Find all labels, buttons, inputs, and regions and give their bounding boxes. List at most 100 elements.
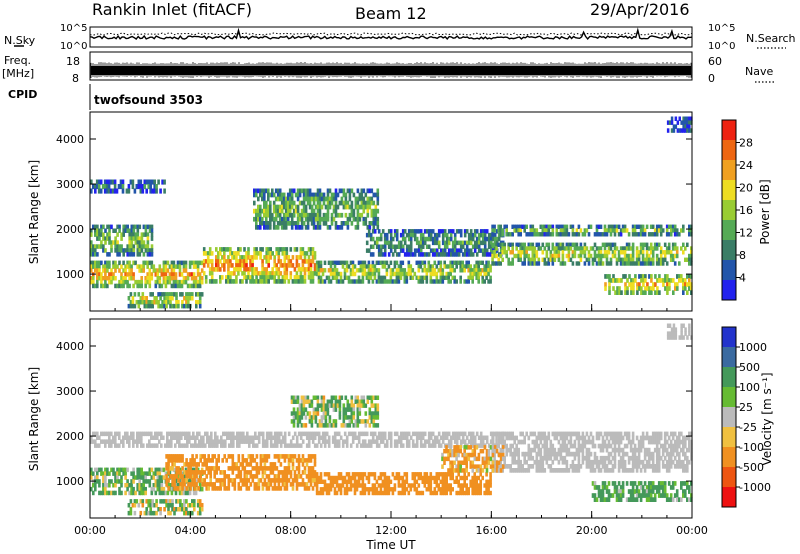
range-cell	[493, 464, 496, 469]
range-cell	[170, 272, 174, 277]
range-cell	[376, 188, 380, 194]
range-cell	[643, 242, 647, 247]
range-cell	[187, 503, 190, 508]
range-cell	[557, 232, 561, 237]
range-cell	[407, 260, 411, 265]
range-cell	[365, 232, 369, 238]
range-cell	[148, 283, 152, 289]
range-cell	[130, 276, 133, 281]
range-cell	[595, 261, 599, 266]
range-cell	[261, 263, 264, 268]
range-cell	[475, 268, 478, 273]
range-cell	[457, 260, 460, 265]
range-cell	[284, 225, 288, 230]
range-cell	[615, 257, 619, 262]
range-cell	[255, 247, 258, 252]
range-cell	[597, 464, 601, 469]
range-cell	[645, 459, 649, 465]
range-cell	[106, 431, 109, 437]
range-cell	[525, 451, 528, 457]
range-cell	[653, 242, 657, 247]
range-cell	[313, 267, 317, 272]
range-cell	[569, 435, 573, 441]
range-cell	[104, 272, 107, 277]
range-cell	[372, 208, 376, 214]
range-cell	[682, 443, 685, 449]
range-cell	[269, 212, 272, 218]
range-cell	[267, 271, 270, 276]
range-cell	[286, 200, 290, 206]
range-cell	[631, 447, 635, 453]
range-cell	[671, 447, 675, 453]
range-cell	[561, 253, 565, 259]
range-cell	[174, 490, 178, 496]
range-cell	[172, 260, 176, 266]
range-cell	[152, 443, 155, 448]
range-cell	[106, 490, 109, 496]
range-cell	[397, 240, 401, 246]
range-cell	[369, 443, 373, 448]
range-cell	[205, 458, 208, 463]
range-cell	[655, 455, 659, 461]
range-cell	[274, 208, 278, 214]
range-cell	[168, 264, 172, 269]
range-cell	[166, 276, 170, 281]
range-cell	[621, 435, 625, 441]
range-cell	[417, 248, 421, 253]
range-cell	[370, 200, 374, 206]
range-cell	[96, 276, 99, 281]
range-cell	[531, 242, 535, 247]
range-cell	[533, 431, 537, 437]
range-cell	[509, 435, 512, 441]
range-cell	[665, 431, 669, 437]
range-cell	[639, 228, 643, 233]
range-cell	[633, 464, 637, 469]
range-cell	[670, 120, 674, 125]
range-cell	[579, 250, 583, 255]
range-cell	[655, 246, 659, 251]
range-cell	[203, 478, 206, 483]
range-cell	[621, 459, 625, 465]
range-cell	[451, 264, 454, 269]
range-cell	[324, 212, 328, 218]
range-cell	[367, 439, 371, 444]
range-cell	[690, 246, 693, 251]
range-cell	[563, 447, 567, 453]
range-cell	[443, 248, 447, 253]
range-cell	[210, 267, 214, 272]
range-cell	[190, 435, 193, 440]
range-cell	[620, 290, 623, 295]
range-cell	[323, 279, 327, 284]
range-cell	[284, 200, 288, 206]
range-cell	[684, 468, 687, 473]
range-cell	[94, 248, 97, 253]
range-cell	[573, 468, 577, 473]
range-cell	[227, 466, 231, 471]
range-cell	[138, 279, 141, 285]
range-cell	[179, 486, 182, 491]
range-cell	[136, 483, 139, 488]
range-cell	[513, 459, 516, 465]
range-cell	[559, 261, 563, 266]
range-cell	[341, 279, 345, 284]
range-cell	[287, 279, 291, 284]
range-cell	[154, 272, 158, 277]
range-cell	[238, 435, 241, 440]
range-cell	[212, 443, 215, 448]
range-cell	[547, 257, 551, 262]
range-cell	[423, 443, 427, 448]
range-cell	[196, 283, 200, 289]
range-cell	[187, 292, 190, 297]
range-cell	[126, 479, 129, 484]
range-cell	[179, 454, 182, 459]
range-cell	[92, 248, 95, 253]
range-cell	[587, 257, 591, 262]
range-cell	[343, 268, 347, 273]
range-cell	[221, 478, 224, 483]
range-cell	[146, 232, 150, 237]
range-cell	[457, 431, 461, 437]
range-cell	[277, 251, 281, 256]
range-cell	[437, 244, 441, 249]
range-cell	[593, 232, 597, 237]
range-cell	[261, 196, 264, 202]
